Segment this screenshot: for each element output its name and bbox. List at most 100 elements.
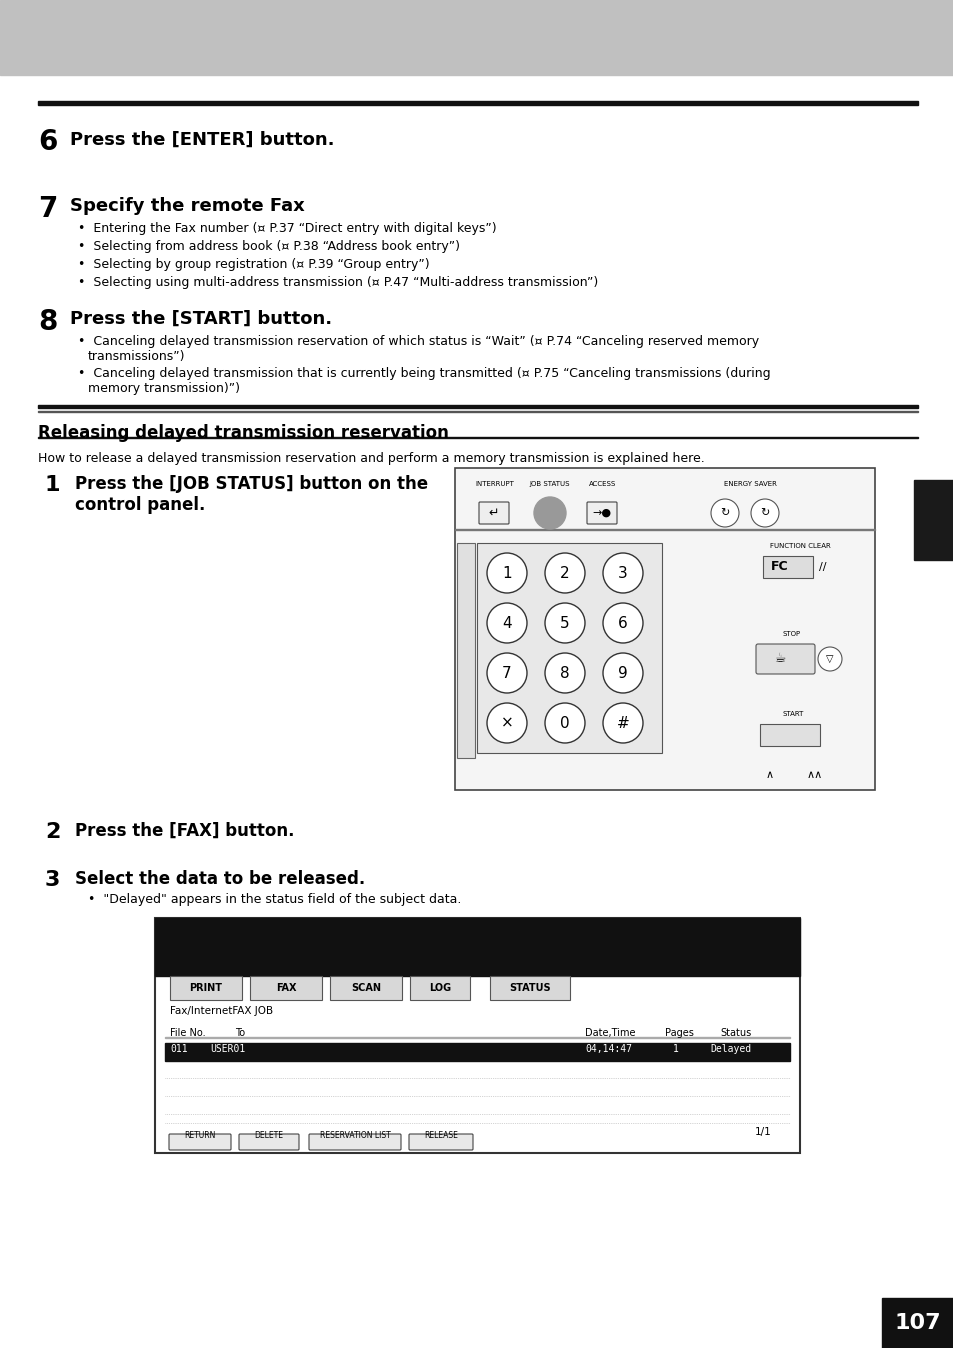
Text: LOG: LOG <box>429 983 451 993</box>
Circle shape <box>486 603 526 643</box>
Text: →●: →● <box>592 508 611 518</box>
Text: To: To <box>234 1029 245 1038</box>
Text: RESERVATION LIST: RESERVATION LIST <box>319 1131 390 1139</box>
Bar <box>882 1298 953 1348</box>
Text: •  Canceling delayed transmission reservation of which status is “Wait” (¤ P.74 : • Canceling delayed transmission reserva… <box>78 336 759 348</box>
Text: •  Entering the Fax number (¤ P.37 “Direct entry with digital keys”): • Entering the Fax number (¤ P.37 “Direc… <box>78 222 497 235</box>
Text: 6: 6 <box>618 616 627 631</box>
FancyBboxPatch shape <box>755 644 814 674</box>
Text: •  Selecting using multi-address transmission (¤ P.47 “Multi-address transmissio: • Selecting using multi-address transmis… <box>78 276 598 288</box>
Text: 107: 107 <box>894 1313 941 1333</box>
FancyBboxPatch shape <box>478 501 509 524</box>
Circle shape <box>544 553 584 593</box>
Circle shape <box>710 499 739 527</box>
Text: DELETE: DELETE <box>254 1131 283 1139</box>
Bar <box>762 555 812 578</box>
Text: 2: 2 <box>45 822 60 842</box>
Text: Specify the remote Fax: Specify the remote Fax <box>70 197 304 214</box>
Text: INTERRUPT: INTERRUPT <box>475 481 514 487</box>
Circle shape <box>486 553 526 593</box>
Circle shape <box>486 652 526 693</box>
Bar <box>760 724 820 745</box>
Text: memory transmission)”): memory transmission)”) <box>88 381 240 395</box>
Text: •  "Delayed" appears in the status field of the subject data.: • "Delayed" appears in the status field … <box>88 892 461 906</box>
Bar <box>154 918 800 1153</box>
Circle shape <box>544 603 584 643</box>
FancyBboxPatch shape <box>239 1134 298 1150</box>
Circle shape <box>602 704 642 743</box>
Text: transmissions”): transmissions”) <box>88 350 185 363</box>
Text: File No.: File No. <box>170 1029 206 1038</box>
Bar <box>0 0 953 75</box>
Text: RETURN: RETURN <box>184 1131 215 1139</box>
Bar <box>250 976 322 1000</box>
Bar <box>330 976 401 1000</box>
Text: STOP: STOP <box>782 631 801 638</box>
Text: SCAN: SCAN <box>351 983 380 993</box>
Text: 1: 1 <box>672 1043 679 1054</box>
Text: Fax/InternetFAX JOB: Fax/InternetFAX JOB <box>170 1006 273 1016</box>
Text: 9: 9 <box>618 666 627 681</box>
FancyBboxPatch shape <box>169 1134 231 1150</box>
Circle shape <box>602 603 642 643</box>
Circle shape <box>534 497 565 528</box>
Bar <box>490 976 569 1000</box>
Text: 5: 5 <box>926 515 940 534</box>
Text: Pages: Pages <box>664 1029 693 1038</box>
Text: PRINT: PRINT <box>190 983 222 993</box>
Text: 6: 6 <box>38 128 57 156</box>
Text: 3: 3 <box>618 566 627 581</box>
Text: Press the [FAX] button.: Press the [FAX] button. <box>75 822 294 840</box>
Text: FUNCTION CLEAR: FUNCTION CLEAR <box>769 543 830 549</box>
Text: 8: 8 <box>559 666 569 681</box>
Text: 5: 5 <box>559 616 569 631</box>
Bar <box>38 404 917 408</box>
FancyBboxPatch shape <box>409 1134 473 1150</box>
Text: Delayed: Delayed <box>709 1043 750 1054</box>
Text: control panel.: control panel. <box>75 496 205 514</box>
Text: ↻: ↻ <box>720 508 729 518</box>
Text: How to release a delayed transmission reservation and perform a memory transmiss: How to release a delayed transmission re… <box>38 452 704 465</box>
Text: ACCESS: ACCESS <box>589 481 616 487</box>
Circle shape <box>486 704 526 743</box>
Text: FC: FC <box>770 561 788 573</box>
Bar <box>170 976 242 1000</box>
Circle shape <box>544 652 584 693</box>
Text: Press the [JOB STATUS] button on the: Press the [JOB STATUS] button on the <box>75 474 428 493</box>
Text: 1/1: 1/1 <box>754 1127 771 1136</box>
Text: 0: 0 <box>559 716 569 731</box>
Text: 4: 4 <box>501 616 511 631</box>
Text: •  Selecting from address book (¤ P.38 “Address book entry”): • Selecting from address book (¤ P.38 “A… <box>78 240 459 253</box>
Text: •  Canceling delayed transmission that is currently being transmitted (¤ P.75 “C: • Canceling delayed transmission that is… <box>78 367 770 380</box>
Bar <box>38 101 917 105</box>
FancyBboxPatch shape <box>309 1134 400 1150</box>
Text: Press the [START] button.: Press the [START] button. <box>70 310 332 328</box>
Text: //: // <box>819 562 826 572</box>
Text: 1: 1 <box>45 474 60 495</box>
Bar <box>410 976 470 1000</box>
Text: STATUS: STATUS <box>509 983 550 993</box>
Bar <box>456 543 475 758</box>
Text: START: START <box>782 710 803 717</box>
Text: USER01: USER01 <box>210 1043 245 1054</box>
Bar <box>913 480 953 559</box>
Circle shape <box>602 553 642 593</box>
FancyBboxPatch shape <box>586 501 617 524</box>
Circle shape <box>602 652 642 693</box>
Text: Status: Status <box>720 1029 750 1038</box>
Bar <box>476 543 661 754</box>
Text: ▽: ▽ <box>825 654 833 665</box>
Text: ×: × <box>500 716 513 731</box>
Text: ↵: ↵ <box>488 507 498 519</box>
Bar <box>455 468 874 790</box>
Text: #: # <box>616 716 629 731</box>
Text: 7: 7 <box>501 666 511 681</box>
Text: RELEASE: RELEASE <box>424 1131 457 1139</box>
Text: ∧: ∧ <box>765 770 773 780</box>
Circle shape <box>817 647 841 671</box>
Text: ENERGY SAVER: ENERGY SAVER <box>722 481 776 487</box>
Text: Select the data to be released.: Select the data to be released. <box>75 869 365 888</box>
Text: 3: 3 <box>45 869 60 890</box>
Text: 7: 7 <box>38 195 57 222</box>
Text: ☕: ☕ <box>774 652 785 666</box>
